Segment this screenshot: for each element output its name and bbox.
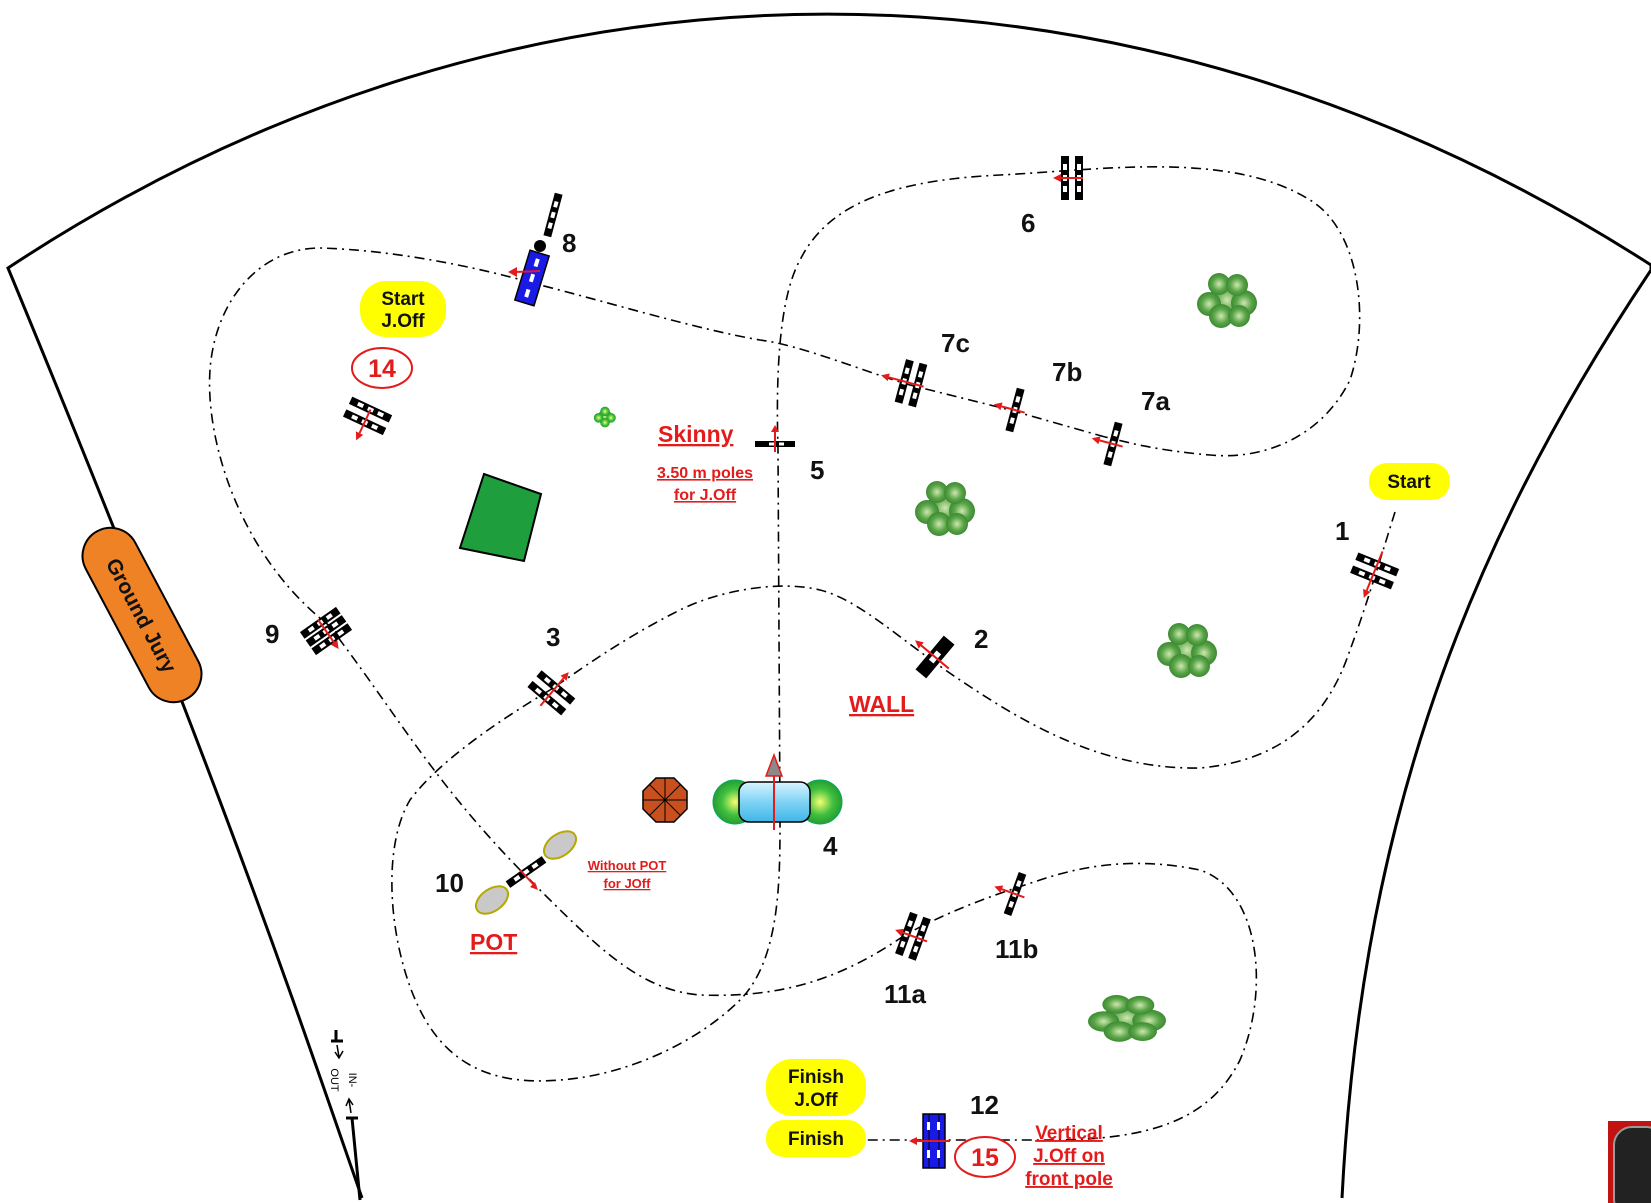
arena-boundary — [6, 12, 1651, 1199]
green-square — [458, 472, 543, 563]
fence-5 — [755, 425, 795, 452]
finish-joff-badge — [766, 1059, 866, 1116]
fence-7c — [881, 359, 928, 408]
vertical-label-1: Vertical — [1035, 1123, 1103, 1144]
in-label: IN- — [346, 1073, 358, 1088]
finish-joff-label-2: J.Off — [794, 1090, 838, 1111]
fence-4 — [712, 752, 843, 830]
fence-10 — [474, 830, 578, 915]
fence-7a — [1091, 421, 1123, 467]
skinny-label: Skinny — [658, 421, 734, 447]
jumpoff-14-badge — [351, 347, 413, 389]
fence-3-number: 3 — [546, 622, 560, 652]
fence-11b — [994, 871, 1027, 917]
fence-2 — [915, 635, 955, 679]
fence-4-number: 4 — [823, 831, 838, 861]
fence-11a-number: 11a — [884, 979, 926, 1009]
start-joff-label-2: J.Off — [381, 311, 425, 332]
fence-9 — [299, 606, 353, 656]
fence-2-number: 2 — [974, 624, 988, 654]
poles-label-2: for J.Off — [674, 487, 737, 504]
tree-icon — [1088, 995, 1166, 1042]
fence-5-number: 5 — [810, 455, 824, 485]
fence-8 — [508, 192, 563, 307]
without-pot-label-2: for JOff — [604, 876, 652, 891]
without-pot-label-1: Without POT — [588, 858, 667, 873]
ground-jury-badge: Ground Jury — [81, 526, 203, 704]
fence-3 — [527, 670, 576, 716]
finish-badge — [766, 1120, 866, 1157]
start-badge — [1369, 463, 1450, 500]
fence-12 — [909, 1113, 950, 1169]
fence-10-number: 10 — [435, 868, 464, 898]
fence-11b-number: 11b — [995, 934, 1038, 964]
finish-label: Finish — [788, 1129, 844, 1150]
fence-9-number: 9 — [265, 619, 279, 649]
tree-icon — [915, 481, 975, 536]
fence-7b — [993, 387, 1025, 433]
fence-11a — [895, 911, 931, 961]
fence-6 — [1053, 156, 1083, 200]
vertical-label-2: J.Off on — [1033, 1146, 1105, 1167]
out-label: OUT — [328, 1068, 340, 1092]
start-joff-label-1: Start — [381, 289, 425, 310]
fence-8-number: 8 — [562, 228, 576, 258]
jumpoff-15-badge — [954, 1136, 1016, 1178]
fence-7c-number: 7c — [941, 328, 970, 358]
fence-7a-number: 7a — [1141, 386, 1170, 416]
umbrella-icon — [642, 777, 688, 823]
fence-7b-number: 7b — [1052, 357, 1082, 387]
jumpoff-15-number: 15 — [971, 1144, 999, 1172]
wall-label: WALL — [849, 691, 914, 717]
start-joff-badge — [360, 281, 446, 337]
fence-14 — [342, 396, 393, 441]
fence-1-number: 1 — [1335, 516, 1349, 546]
start-label: Start — [1387, 472, 1431, 493]
fence-1 — [1350, 551, 1400, 598]
jumpoff-14-number: 14 — [368, 355, 396, 383]
fence-12-number: 12 — [970, 1090, 999, 1120]
vertical-label-3: front pole — [1025, 1169, 1113, 1190]
fence-6-number: 6 — [1021, 208, 1035, 238]
tree-icon — [1197, 273, 1257, 328]
tree-icon — [1157, 623, 1217, 678]
poles-label-1: 3.50 m poles — [657, 465, 753, 482]
finish-joff-label-1: Finish — [788, 1067, 844, 1088]
pot-label: POT — [470, 929, 517, 955]
